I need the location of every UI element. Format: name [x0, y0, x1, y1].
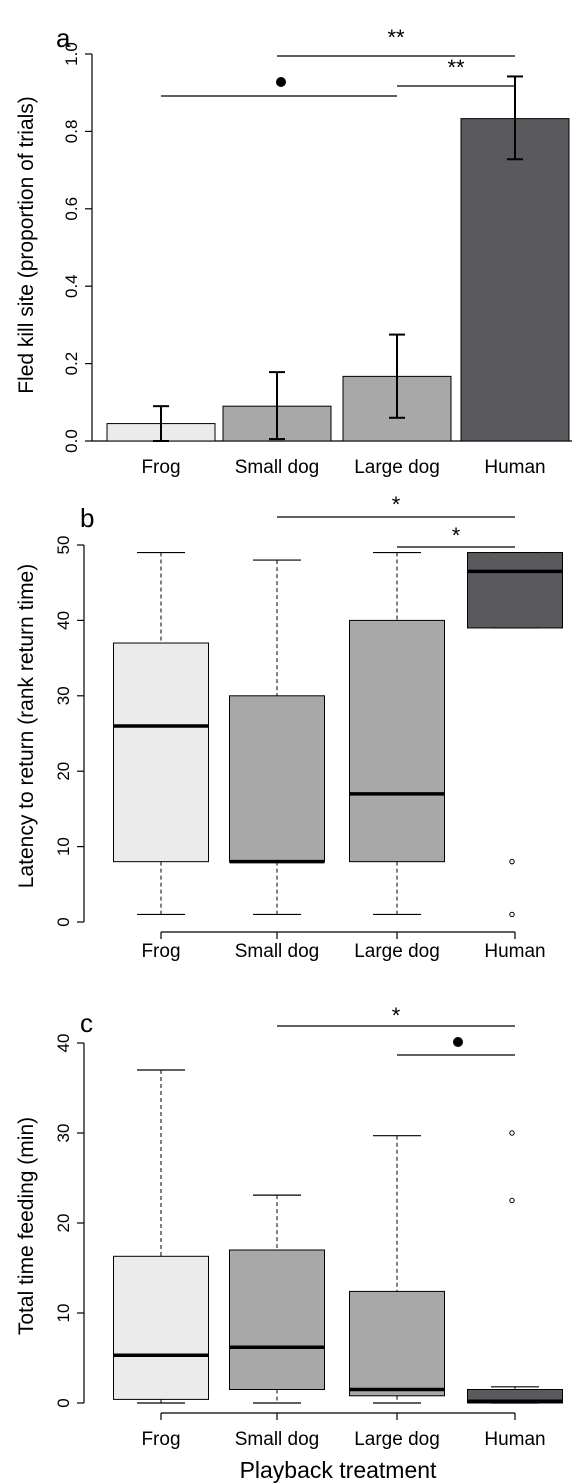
panel-b-y-tick-label: 40 [54, 611, 73, 630]
panel-c-box-1 [229, 1249, 325, 1390]
panel-b-letter: b [80, 503, 94, 533]
panel-a-sig-dot-2 [276, 77, 286, 87]
panel-c-y-tick-label: 0 [54, 1398, 73, 1407]
panel-b-x-tick-label: Frog [141, 941, 180, 962]
panel-b-y-tick-label: 20 [54, 762, 73, 781]
panel-b-ylabel: Latency to return (rank return time) [15, 564, 38, 888]
panel-c-outlier-3 [509, 1197, 515, 1204]
panel-b-y-tick-label: 30 [54, 686, 73, 705]
panel-c-x-tick-label: Large dog [354, 1429, 440, 1450]
panel-a: a Fled kill site (proportion of trials) … [15, 23, 572, 478]
panel-c: c Total time feeding (min) 0 10 20 30 40 Frog… [15, 1003, 563, 1483]
panel-b-x-tick-label: Large dog [354, 941, 440, 962]
panel-c-x-tick-label: Human [484, 1429, 545, 1450]
panel-b-x-tick-label: Small dog [235, 941, 320, 962]
panel-a-y-tick-label: 0.0 [62, 429, 81, 453]
panel-b: b Latency to return (rank return time) 0… [15, 492, 563, 962]
panel-a-y-tick-label: 1.0 [62, 42, 81, 66]
panel-b-x-tick-label: Human [484, 941, 545, 962]
panel-c-sig-label-0: * [392, 1003, 401, 1028]
panel-a-x-tick-label: Large dog [354, 457, 440, 478]
panel-a-x-tick-label: Frog [141, 457, 180, 478]
panel-a-x-tick-label: Human [484, 457, 545, 478]
panel-c-plot: 0 10 20 30 40 Frog Small dog Large dog Human * [54, 1003, 563, 1450]
panel-a-letter: a [56, 23, 71, 53]
panel-c-sig-dot-1 [453, 1037, 463, 1047]
panel-a-sig-label-0: ** [387, 25, 405, 50]
panel-c-x-tick-label: Small dog [235, 1429, 320, 1450]
panel-c-y-tick-label: 10 [54, 1304, 73, 1323]
panel-c-y-tick-label: 20 [54, 1214, 73, 1233]
panel-b-y-tick-label: 0 [54, 917, 73, 926]
panel-b-outlier-3 [509, 858, 515, 865]
panel-a-y-tick-label: 0.4 [62, 274, 81, 298]
panel-c-x-tick-label: Frog [141, 1429, 180, 1450]
panel-b-sig-label-1: * [452, 523, 461, 548]
panel-b-box-1 [229, 695, 325, 863]
panel-b-y-tick-label: 10 [54, 837, 73, 856]
panel-c-box-2 [349, 1290, 445, 1397]
panel-b-box-3 [467, 552, 563, 629]
panel-a-bar-3 [460, 118, 570, 442]
panel-a-ylabel: Fled kill site (proportion of trials) [15, 96, 38, 394]
panel-b-box-0 [113, 642, 209, 863]
panel-b-sig-label-0: * [392, 492, 401, 517]
panel-c-box-0 [113, 1255, 209, 1400]
panel-a-x-tick-label: Small dog [235, 457, 320, 478]
panel-b-plot: 0 10 20 30 40 50 Frog Small dog Large dog Human * * [54, 492, 563, 962]
panel-b-outlier-3 [509, 911, 515, 918]
panel-a-y-tick-label: 0.8 [62, 120, 81, 144]
panel-c-ylabel: Total time feeding (min) [15, 1117, 38, 1335]
panel-c-outlier-3 [509, 1130, 515, 1136]
panel-a-y-tick-label: 0.2 [62, 352, 81, 376]
panel-a-y-tick-label: 0.6 [62, 197, 81, 221]
panel-a-plot: 0.0 0.2 0.4 0.6 0.8 1.0 Frog Small dog Large dog… [62, 25, 572, 478]
panel-c-letter: c [80, 1008, 93, 1038]
panel-b-box-2 [349, 619, 445, 863]
panel-c-xlabel: Playback treatment [240, 1457, 437, 1483]
panel-c-y-tick-label: 30 [54, 1124, 73, 1143]
panel-a-sig-label-1: ** [447, 55, 465, 80]
panel-c-y-tick-label: 40 [54, 1034, 73, 1053]
panel-b-y-tick-label: 50 [54, 536, 73, 555]
